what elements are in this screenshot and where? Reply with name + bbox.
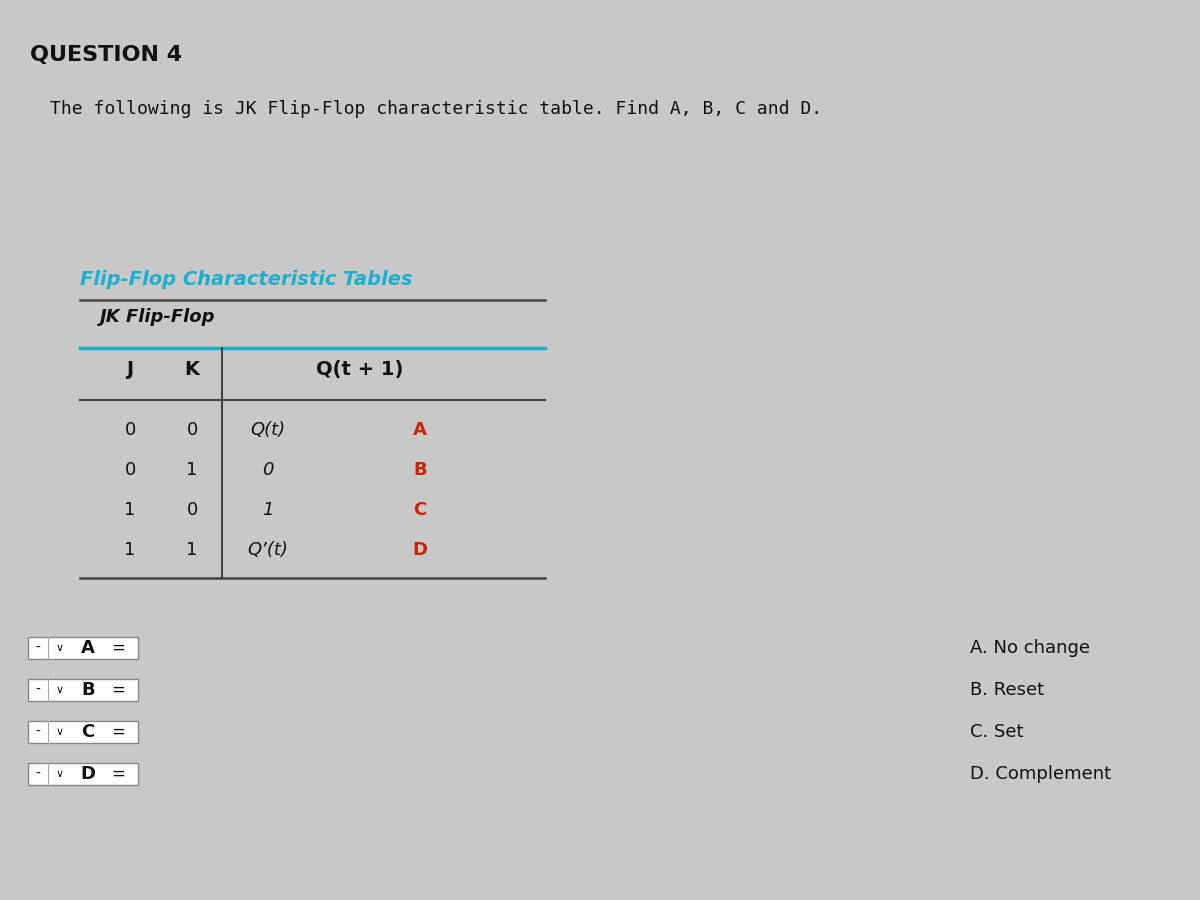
Text: D. Complement: D. Complement (970, 765, 1111, 783)
Text: C: C (82, 723, 95, 741)
Text: C: C (413, 501, 427, 519)
Text: QUESTION 4: QUESTION 4 (30, 45, 182, 65)
Text: 0: 0 (186, 501, 198, 519)
Text: D: D (413, 541, 427, 559)
Bar (28, 679, 138, 701)
Text: JK Flip-Flop: JK Flip-Flop (100, 308, 216, 326)
Text: Q’(t): Q’(t) (247, 541, 288, 559)
Text: D: D (80, 765, 96, 783)
Bar (28, 637, 138, 659)
Text: 1: 1 (186, 541, 198, 559)
Text: 1: 1 (263, 501, 274, 519)
Text: =: = (112, 765, 125, 783)
Bar (28, 721, 138, 743)
Text: -: - (36, 683, 41, 697)
Text: 0: 0 (263, 461, 274, 479)
Text: 1: 1 (125, 501, 136, 519)
Text: K: K (185, 360, 199, 379)
Text: A. No change: A. No change (970, 639, 1090, 657)
Text: 1: 1 (125, 541, 136, 559)
Text: Flip-Flop Characteristic Tables: Flip-Flop Characteristic Tables (80, 270, 413, 289)
Text: ∨: ∨ (56, 769, 64, 779)
Text: =: = (112, 723, 125, 741)
Text: B. Reset: B. Reset (970, 681, 1044, 699)
Text: B: B (82, 681, 95, 699)
Text: A: A (82, 639, 95, 657)
Text: ∨: ∨ (56, 643, 64, 653)
Text: The following is JK Flip-Flop characteristic table. Find A, B, C and D.: The following is JK Flip-Flop characteri… (50, 100, 822, 118)
Text: 0: 0 (125, 421, 136, 439)
Text: ∨: ∨ (56, 685, 64, 695)
Text: Q(t + 1): Q(t + 1) (317, 360, 403, 379)
Text: -: - (36, 725, 41, 739)
Text: =: = (112, 681, 125, 699)
Bar (28, 763, 138, 785)
Text: -: - (36, 641, 41, 655)
Text: A: A (413, 421, 427, 439)
Text: -: - (36, 767, 41, 781)
Text: 0: 0 (125, 461, 136, 479)
Text: ∨: ∨ (56, 727, 64, 737)
Text: 0: 0 (186, 421, 198, 439)
Text: J: J (126, 360, 133, 379)
Text: 1: 1 (186, 461, 198, 479)
Text: Q(t): Q(t) (251, 421, 286, 439)
Text: =: = (112, 639, 125, 657)
Text: B: B (413, 461, 427, 479)
Text: C. Set: C. Set (970, 723, 1024, 741)
